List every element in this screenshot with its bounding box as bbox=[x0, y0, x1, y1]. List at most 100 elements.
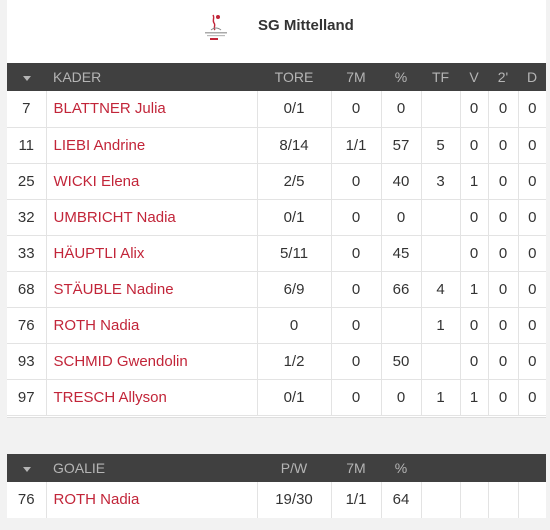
col-header-kader[interactable]: KADER bbox=[53, 69, 102, 85]
d-value: 0 bbox=[517, 379, 546, 416]
empty-cell bbox=[459, 482, 488, 519]
player-name-link[interactable]: UMBRICHT Nadia bbox=[45, 199, 257, 236]
percent-value: 0 bbox=[380, 91, 421, 128]
seven-m-value: 0 bbox=[330, 199, 381, 236]
goalie-row: 76 ROTH Nadia 19/30 1/1 64 bbox=[7, 482, 546, 519]
col-header-v[interactable]: V bbox=[469, 69, 479, 85]
v-value: 1 bbox=[459, 271, 488, 308]
player-row: 97 TRESCH Allyson 0/1 0 0 1 1 0 0 bbox=[7, 379, 546, 416]
d-value: 0 bbox=[517, 307, 546, 344]
player-number: 11 bbox=[7, 127, 46, 164]
col-header-empty bbox=[488, 454, 518, 482]
col-header-7m[interactable]: 7M bbox=[346, 69, 366, 85]
player-row: 11 LIEBI Andrine 8/14 1/1 57 5 0 0 0 bbox=[7, 127, 546, 164]
caret-down-icon bbox=[22, 466, 31, 472]
seven-m-value: 1/1 bbox=[330, 482, 381, 519]
percent-value: 45 bbox=[380, 235, 421, 272]
tf-value: 1 bbox=[420, 307, 460, 344]
col-header-empty bbox=[460, 454, 488, 482]
d-value: 0 bbox=[517, 343, 546, 380]
goalie-number: 76 bbox=[7, 482, 46, 519]
player-row: 25 WICKI Elena 2/5 0 40 3 1 0 0 bbox=[7, 163, 546, 200]
player-name-link[interactable]: LIEBI Andrine bbox=[45, 127, 257, 164]
tf-value: 5 bbox=[420, 127, 460, 164]
player-number: 7 bbox=[7, 91, 46, 128]
seven-m-value: 0 bbox=[330, 163, 381, 200]
seven-m-value: 1/1 bbox=[330, 127, 381, 164]
kader-table: KADER TORE 7M % TF V 2' D 7 BLATTNER Juli… bbox=[7, 63, 546, 416]
two-min-value: 0 bbox=[487, 127, 518, 164]
v-value: 1 bbox=[459, 379, 488, 416]
caret-down-icon bbox=[22, 75, 31, 81]
col-header-goalie[interactable]: GOALIE bbox=[53, 460, 106, 476]
d-value: 0 bbox=[517, 271, 546, 308]
empty-cell bbox=[517, 482, 546, 519]
player-row: 93 SCHMID Gwendolin 1/2 0 50 0 0 0 bbox=[7, 343, 546, 380]
two-min-value: 0 bbox=[487, 307, 518, 344]
v-value: 0 bbox=[459, 235, 488, 272]
d-value: 0 bbox=[517, 199, 546, 236]
percent-value bbox=[380, 307, 421, 344]
tore-value: 0/1 bbox=[256, 379, 331, 416]
percent-value: 64 bbox=[380, 482, 421, 519]
goalie-collapse-toggle[interactable] bbox=[7, 454, 46, 482]
d-value: 0 bbox=[517, 91, 546, 128]
col-header-7m[interactable]: 7M bbox=[346, 460, 366, 476]
col-header-d[interactable]: D bbox=[526, 69, 538, 85]
player-row: 7 BLATTNER Julia 0/1 0 0 0 0 0 bbox=[7, 91, 546, 128]
kader-collapse-toggle[interactable] bbox=[7, 63, 46, 91]
player-name-link[interactable]: HÄUPTLI Alix bbox=[45, 235, 257, 272]
player-name-link[interactable]: STÄUBLE Nadine bbox=[45, 271, 257, 308]
tore-value: 0/1 bbox=[256, 199, 331, 236]
two-min-value: 0 bbox=[487, 271, 518, 308]
percent-value: 0 bbox=[380, 199, 421, 236]
team-name: SG Mittelland bbox=[258, 17, 354, 34]
tf-value: 1 bbox=[420, 379, 460, 416]
two-min-value: 0 bbox=[487, 199, 518, 236]
two-min-value: 0 bbox=[487, 235, 518, 272]
empty-cell bbox=[420, 482, 460, 519]
seven-m-value: 0 bbox=[330, 235, 381, 272]
player-row: 68 STÄUBLE Nadine 6/9 0 66 4 1 0 0 bbox=[7, 271, 546, 308]
player-number: 76 bbox=[7, 307, 46, 344]
col-header-tore[interactable]: TORE bbox=[274, 69, 314, 85]
goalie-header-row: GOALIE P/W 7M % bbox=[7, 454, 546, 482]
player-number: 32 bbox=[7, 199, 46, 236]
percent-value: 66 bbox=[380, 271, 421, 308]
col-header-2min[interactable]: 2' bbox=[497, 69, 509, 85]
game-stats-panel: SG Mittelland KADER TORE 7M % TF V 2' D … bbox=[7, 0, 546, 530]
player-name-link[interactable]: BLATTNER Julia bbox=[45, 91, 257, 128]
club-logo-icon bbox=[205, 14, 227, 40]
page-bottom bbox=[7, 518, 546, 530]
pw-value: 19/30 bbox=[256, 482, 331, 519]
d-value: 0 bbox=[517, 127, 546, 164]
v-value: 0 bbox=[459, 127, 488, 164]
kader-header-row: KADER TORE 7M % TF V 2' D bbox=[7, 63, 546, 91]
tore-value: 1/2 bbox=[256, 343, 331, 380]
tore-value: 8/14 bbox=[256, 127, 331, 164]
percent-value: 57 bbox=[380, 127, 421, 164]
tore-value: 0 bbox=[256, 307, 331, 344]
col-header-pw[interactable]: P/W bbox=[280, 460, 308, 476]
two-min-value: 0 bbox=[487, 379, 518, 416]
empty-cell bbox=[487, 482, 518, 519]
player-name-link[interactable]: ROTH Nadia bbox=[45, 307, 257, 344]
player-name-link[interactable]: WICKI Elena bbox=[45, 163, 257, 200]
col-header-empty bbox=[518, 454, 546, 482]
player-row: 33 HÄUPTLI Alix 5/11 0 45 0 0 0 bbox=[7, 235, 546, 272]
col-header-tf[interactable]: TF bbox=[431, 69, 450, 85]
tore-value: 5/11 bbox=[256, 235, 331, 272]
v-value: 1 bbox=[459, 163, 488, 200]
two-min-value: 0 bbox=[487, 343, 518, 380]
col-header-pct[interactable]: % bbox=[394, 460, 408, 476]
col-header-pct[interactable]: % bbox=[394, 69, 408, 85]
percent-value: 0 bbox=[380, 379, 421, 416]
player-number: 68 bbox=[7, 271, 46, 308]
player-name-link[interactable]: TRESCH Allyson bbox=[45, 379, 257, 416]
d-value: 0 bbox=[517, 235, 546, 272]
goalie-name-link[interactable]: ROTH Nadia bbox=[45, 482, 257, 519]
v-value: 0 bbox=[459, 91, 488, 128]
player-number: 97 bbox=[7, 379, 46, 416]
player-row: 76 ROTH Nadia 0 0 1 0 0 0 bbox=[7, 307, 546, 344]
player-name-link[interactable]: SCHMID Gwendolin bbox=[45, 343, 257, 380]
